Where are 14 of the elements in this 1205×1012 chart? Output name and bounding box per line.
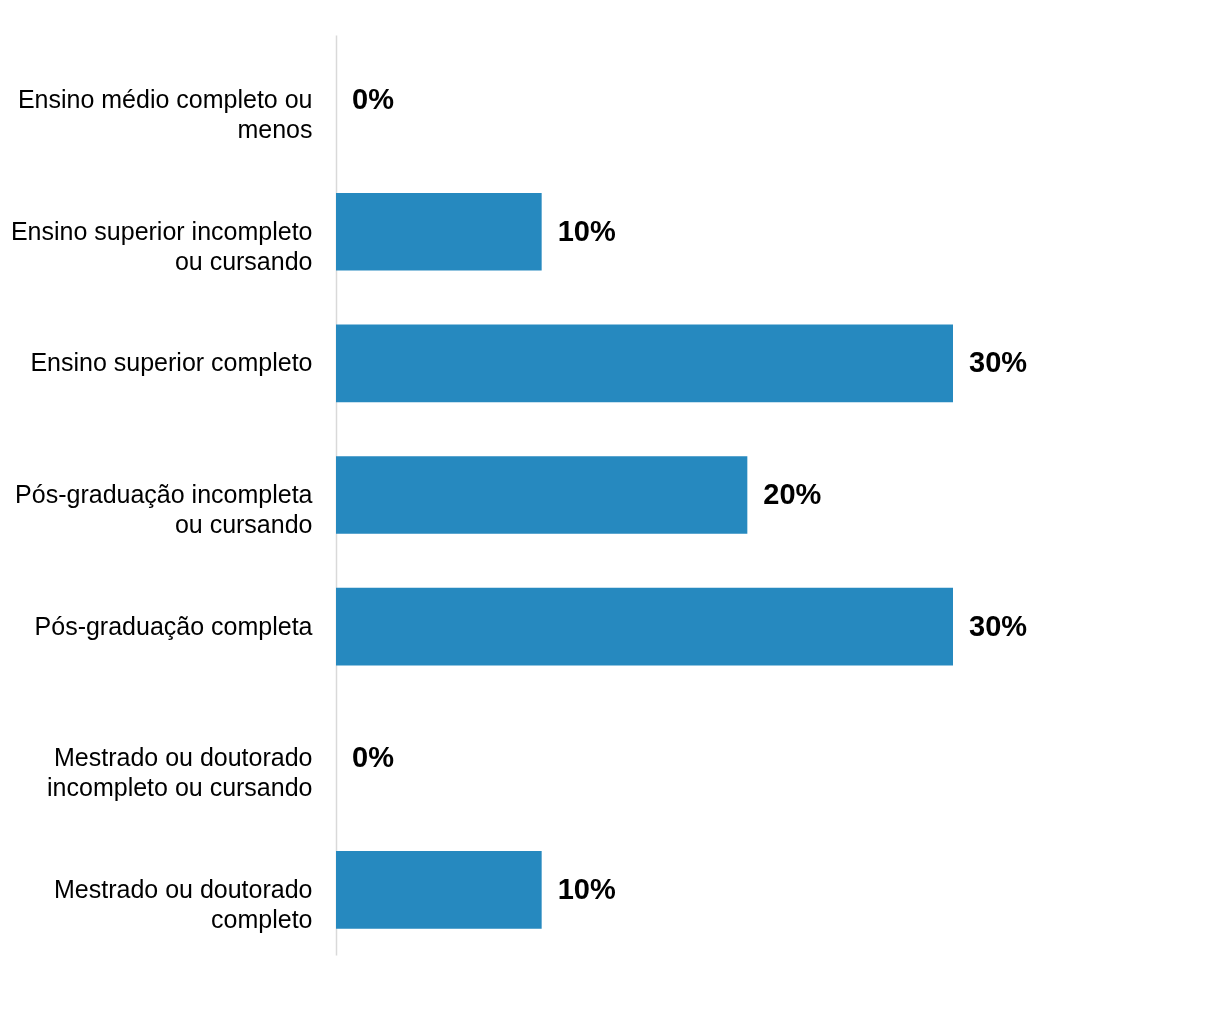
data-label: 0% [352, 83, 395, 116]
y-tick-label: Ensino superior completo [30, 348, 313, 377]
y-tick-label: Ensino médio completo ou menos [17, 85, 313, 144]
data-label: 0% [352, 741, 395, 774]
data-label: 10% [557, 872, 616, 905]
data-label: 30% [969, 346, 1028, 379]
y-tick-label: Mestrado ou doutorado completo [53, 874, 313, 933]
y-tick-label: Mestrado ou doutorado incompleto ou cursando [47, 743, 313, 802]
y-tick-label: Pós-graduação incompleta ou cursando [15, 480, 313, 538]
y-tick-label: Pós-graduação completa [34, 611, 313, 640]
data-label: 30% [969, 609, 1028, 642]
data-label: 10% [557, 214, 616, 247]
y-tick-label: Ensino superior incompleto ou cursando [10, 216, 313, 275]
data-label: 20% [763, 478, 822, 510]
